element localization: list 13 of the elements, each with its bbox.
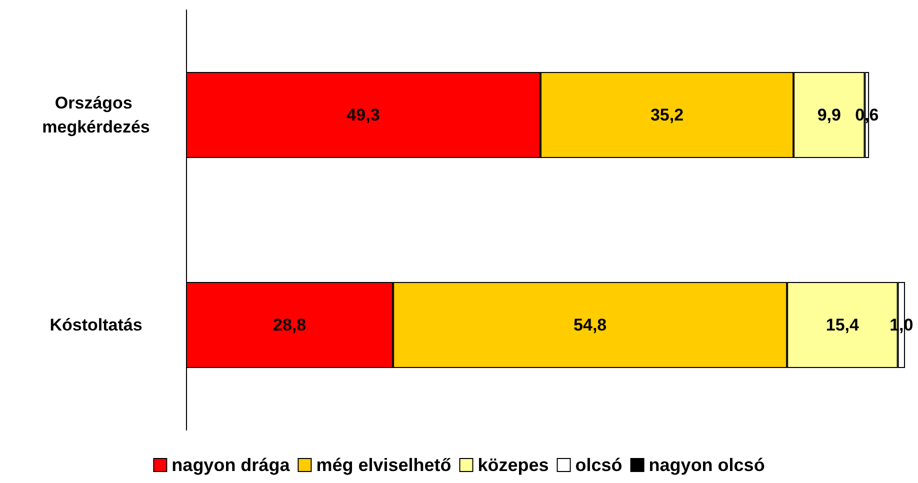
y-tick-label: Kóstoltatás [50,316,142,334]
legend-label: nagyon olcsó [648,455,765,475]
data-label: 35,2 [650,106,684,124]
data-label: 49,3 [346,106,380,124]
data-label: 9,9 [817,106,841,124]
legend-label: még elviselhető [316,455,452,475]
y-tick-label: Országos megkérdezés [42,94,150,136]
data-label: 28,8 [272,316,306,334]
data-label: 15,4 [826,316,860,334]
legend-label: nagyon drága [172,455,291,475]
data-label: 54,8 [574,316,607,334]
legend-label: közepes [478,455,549,475]
legend-label: olcsó [575,455,622,475]
